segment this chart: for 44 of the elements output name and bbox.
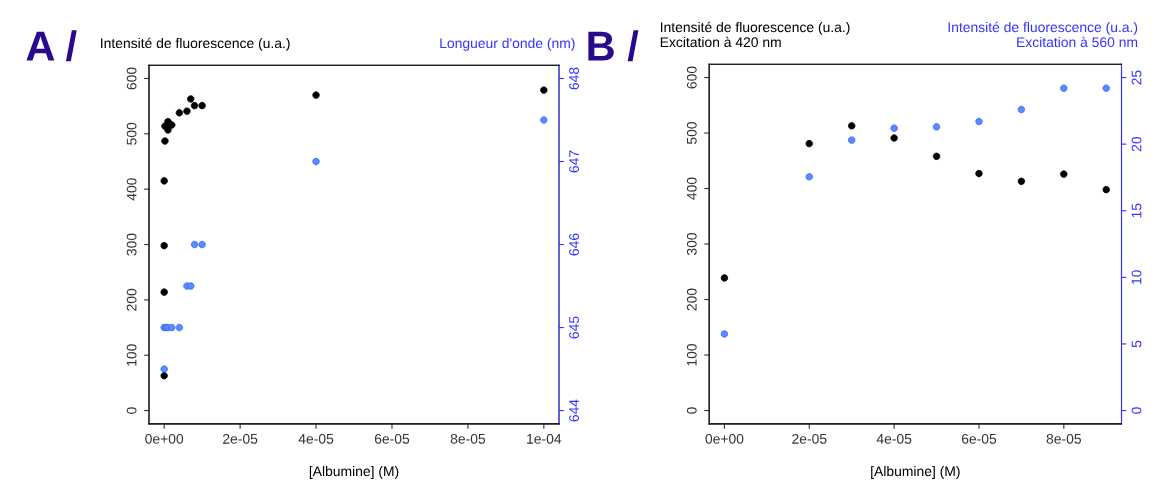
x-tick-label: 4e-05 <box>298 433 334 444</box>
x-axis-title: [Albumine] (M) <box>871 465 960 479</box>
y2-tick-label: 25 <box>1131 70 1142 85</box>
y-tick-label: 0 <box>126 407 137 414</box>
x-tick-label: 2e-05 <box>792 433 827 444</box>
y-tick-label: 400 <box>686 177 697 200</box>
y-axis-title: Intensité de fluorescence (u.a.) Excitation à 420 nm <box>660 21 850 48</box>
y-axis-title: Intensité de fluorescence (u.a.) <box>101 37 290 51</box>
y-tick-label: 0 <box>686 407 697 414</box>
x-tick-label: 8e-05 <box>1046 433 1081 444</box>
y-tick-label: 500 <box>686 121 697 145</box>
y2-tick-label: 15 <box>1131 203 1142 218</box>
y-tick-label: 600 <box>126 67 137 90</box>
y2-tick-label: 10 <box>1131 270 1142 284</box>
y2-tick-label: 646 <box>569 233 579 256</box>
y2-axis-title: Longueur d'onde (nm) <box>440 37 575 51</box>
y2-tick-label: 647 <box>569 150 579 173</box>
y2-tick-label: 644 <box>569 399 579 422</box>
y-tick-label: 300 <box>126 233 137 256</box>
x-tick-label: 0e+00 <box>705 433 744 444</box>
y-tick-label: 200 <box>686 288 697 311</box>
x-tick-label: 0e+00 <box>145 433 184 444</box>
y-tick-label: 300 <box>686 232 697 256</box>
x-axis-title: [Albumine] (M) <box>309 465 399 479</box>
y-tick-label: 200 <box>126 288 137 311</box>
x-tick-label: 4e-05 <box>876 433 912 444</box>
x-tick-label: 8e-05 <box>450 433 486 444</box>
y-tick-label: 100 <box>126 344 137 366</box>
x-tick-label: 6e-05 <box>374 433 410 444</box>
y2-tick-label: 20 <box>1131 136 1142 152</box>
x-tick-label: 6e-05 <box>961 433 997 444</box>
y-tick-label: 600 <box>686 66 697 89</box>
chart-title: A / <box>26 30 77 62</box>
y2-tick-label: 645 <box>569 316 579 339</box>
y-tick-label: 400 <box>126 178 137 201</box>
y2-tick-label: 648 <box>569 67 579 90</box>
y2-tick-label: 5 <box>1131 340 1142 348</box>
y-tick-label: 500 <box>126 122 137 145</box>
y2-tick-label: 0 <box>1131 407 1142 414</box>
x-tick-label: 1e-04 <box>527 433 562 444</box>
y2-axis-title: Intensité de fluorescence (u.a.) Excitation à 560 nm <box>948 21 1138 48</box>
chart-title: B / <box>588 30 639 62</box>
x-tick-label: 2e-05 <box>223 433 258 444</box>
y-tick-label: 100 <box>686 343 697 366</box>
